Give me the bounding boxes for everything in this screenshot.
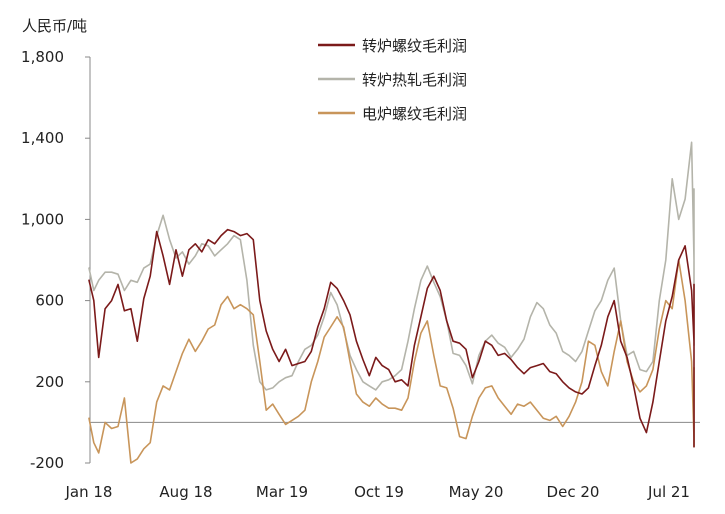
x-tick-label: Jul 21 [647,483,690,501]
y-tick-label: 600 [35,292,64,310]
legend-label: 电炉螺纹毛利润 [362,105,467,123]
series-line-1 [88,228,695,448]
y-axis-unit-label: 人民币/吨 [22,17,87,35]
series-layer [88,141,695,464]
y-tick-label: 200 [35,373,64,391]
y-axis: -200 200 600 1,000 1,400 1,800 [21,48,700,472]
series-line-2 [88,141,695,391]
x-tick-label: Jan 18 [65,483,113,501]
x-tick-label: Mar 19 [256,483,308,501]
x-tick-label: May 20 [449,483,504,501]
x-tick-label: Aug 18 [159,483,212,501]
y-tick-label: -200 [30,454,64,472]
y-tick-label: 1,400 [21,129,64,147]
x-axis: Jan 18 Aug 18 Mar 19 Oct 19 May 20 Dec 20 Jul … [65,483,690,501]
legend-label: 转炉热轧毛利润 [362,71,467,89]
legend-label: 转炉螺纹毛利润 [362,37,467,55]
series-line-3 [88,259,695,464]
y-tick-label: 1,800 [21,48,64,66]
x-tick-label: Oct 19 [354,483,404,501]
y-tick-label: 1,000 [21,210,64,228]
x-tick-label: Dec 20 [547,483,600,501]
